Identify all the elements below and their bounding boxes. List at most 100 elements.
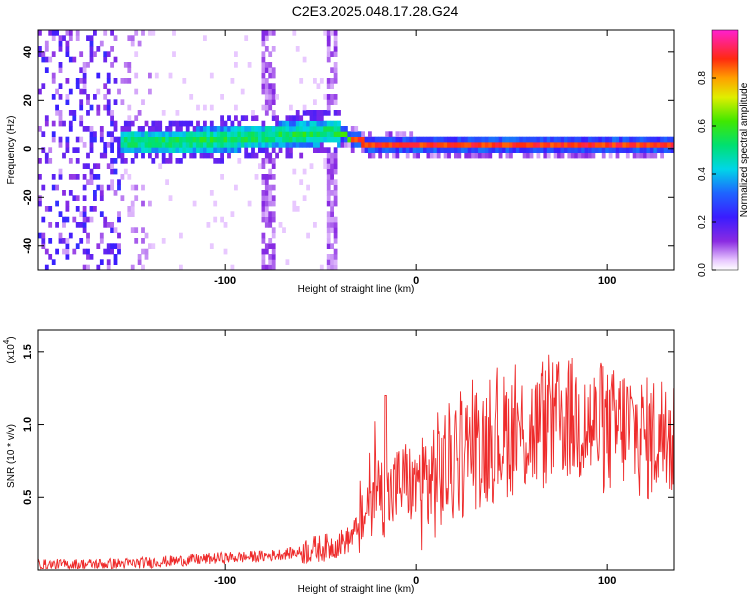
heatmap-cell: [72, 110, 77, 116]
heatmap-cell: [203, 142, 207, 148]
heatmap-cell: [299, 78, 304, 84]
heatmap-cell: [295, 206, 300, 212]
heatmap-cell: [433, 152, 438, 159]
heatmap-cell: [41, 56, 46, 63]
heatmap-cell: [261, 254, 266, 260]
heatmap-cell: [99, 131, 104, 137]
heatmap-cell: [333, 168, 338, 175]
heatmap-cell: [86, 94, 90, 100]
heatmap-cell: [319, 126, 324, 132]
heatmap-cell: [192, 200, 197, 207]
heatmap-cell: [264, 88, 269, 95]
heatmap-cell: [38, 158, 42, 164]
heatmap-cell: [625, 142, 630, 148]
heatmap-cell: [354, 142, 359, 148]
heatmap-cell: [333, 163, 338, 169]
heatmap-cell: [330, 168, 334, 175]
heatmap-cell: [182, 131, 187, 137]
heatmap-cell: [526, 142, 530, 148]
heatmap-cell: [443, 152, 448, 159]
heatmap-cell: [230, 120, 235, 127]
heatmap-cell: [130, 120, 135, 127]
heatmap-cell: [179, 158, 183, 164]
heatmap-cell: [460, 147, 465, 153]
heatmap-cell: [103, 152, 108, 159]
heatmap-cell: [103, 83, 108, 89]
heatmap-cell: [127, 35, 132, 41]
heatmap-cell: [141, 184, 145, 191]
heatmap-cell: [306, 232, 310, 239]
heatmap-cell: [261, 120, 266, 127]
heatmap-cell: [110, 62, 114, 68]
heatmap-cell: [89, 40, 94, 47]
heatmap-cell: [123, 78, 128, 84]
heatmap-cell: [344, 136, 348, 143]
heatmap-cell: [58, 168, 63, 175]
heatmap-cell: [264, 131, 269, 137]
heatmap-cell: [127, 131, 132, 137]
heatmap-cell: [123, 120, 128, 127]
heatmap-cell: [484, 142, 489, 148]
heatmap-cell: [106, 184, 111, 191]
heatmap-cell: [574, 142, 579, 148]
heatmap-cell: [526, 152, 530, 159]
heatmap-cell: [251, 110, 255, 116]
x-tick-label: 100: [598, 275, 616, 287]
heatmap-cell: [264, 142, 269, 148]
heatmap-cell: [502, 147, 506, 153]
heatmap-cell: [158, 163, 163, 169]
heatmap-cell: [378, 147, 383, 153]
heatmap-cell: [639, 152, 644, 159]
heatmap-cell: [58, 142, 63, 148]
heatmap-cell: [55, 222, 59, 228]
heatmap-cell: [199, 131, 204, 137]
heatmap-cell: [515, 142, 520, 148]
heatmap-cell: [203, 126, 207, 132]
heatmap-cell: [333, 216, 338, 223]
heatmap-cell: [175, 126, 180, 132]
heatmap-cell: [251, 136, 255, 143]
heatmap-cell: [632, 147, 637, 153]
heatmap-cell: [244, 126, 249, 132]
heatmap-cell: [440, 147, 444, 153]
heatmap-cell: [261, 35, 266, 41]
heatmap-cell: [567, 142, 572, 148]
heatmap-cell: [258, 126, 262, 132]
heatmap-cell: [646, 136, 651, 143]
heatmap-cell: [309, 115, 314, 121]
heatmap-cell: [196, 104, 200, 111]
snr-y-ticks: 0.5 1.0 1.5: [22, 344, 674, 505]
heatmap-cell: [601, 136, 606, 143]
heatmap-cell: [323, 163, 328, 169]
heatmap-cell: [113, 190, 118, 196]
heatmap-cell: [264, 104, 269, 111]
heatmap-cell: [254, 126, 259, 132]
heatmap-cell: [271, 227, 276, 233]
heatmap-cell: [333, 152, 338, 159]
heatmap-cell: [519, 142, 524, 148]
heatmap-cell: [484, 147, 489, 153]
heatmap-cell: [330, 200, 334, 207]
heatmap-cell: [330, 30, 334, 36]
heatmap-cell: [337, 142, 341, 148]
heatmap-cell: [333, 238, 338, 244]
heatmap-cell: [330, 126, 334, 132]
heatmap-cell: [110, 30, 114, 36]
heatmap-cell: [203, 147, 207, 153]
heatmap-cell: [213, 142, 218, 148]
heatmap-cell: [326, 56, 331, 63]
heatmap-cell: [127, 174, 132, 180]
heatmap-cell: [512, 142, 517, 148]
heatmap-cell: [515, 136, 520, 143]
heatmap-cell: [237, 126, 242, 132]
heatmap-cell: [429, 147, 434, 153]
heatmap-cell: [206, 222, 211, 228]
heatmap-cell: [392, 147, 396, 153]
heatmap-cell: [127, 62, 132, 68]
heatmap-cell: [564, 147, 568, 153]
heatmap-cell: [564, 142, 568, 148]
heatmap-cell: [44, 40, 49, 47]
heatmap-cell: [203, 131, 207, 137]
heatmap-x-ticks: -100 0 100: [214, 30, 616, 287]
heatmap-cell: [51, 136, 56, 143]
